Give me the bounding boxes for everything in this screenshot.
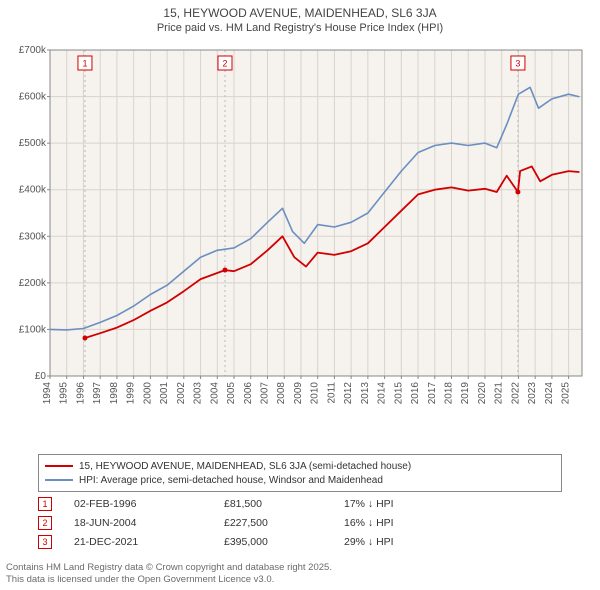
transaction-delta: 16% ↓ HPI xyxy=(344,517,464,529)
svg-text:1995: 1995 xyxy=(59,382,70,405)
svg-text:1996: 1996 xyxy=(75,382,86,405)
legend-row: 15, HEYWOOD AVENUE, MAIDENHEAD, SL6 3JA … xyxy=(45,459,555,473)
legend-swatch xyxy=(45,479,73,481)
transaction-delta: 29% ↓ HPI xyxy=(344,536,464,548)
svg-text:2024: 2024 xyxy=(544,382,555,405)
svg-text:2011: 2011 xyxy=(326,382,337,404)
svg-text:2010: 2010 xyxy=(310,382,321,405)
title-line-1: 15, HEYWOOD AVENUE, MAIDENHEAD, SL6 3JA xyxy=(0,6,600,20)
svg-text:£0: £0 xyxy=(35,371,47,382)
svg-text:2025: 2025 xyxy=(561,382,572,405)
footer-line-2: This data is licensed under the Open Gov… xyxy=(6,574,332,586)
transaction-price: £395,000 xyxy=(224,536,344,548)
svg-text:£400k: £400k xyxy=(19,185,47,196)
svg-text:2000: 2000 xyxy=(142,382,153,405)
transaction-date: 21-DEC-2021 xyxy=(74,536,224,548)
svg-text:2021: 2021 xyxy=(494,382,505,405)
svg-text:£700k: £700k xyxy=(19,45,47,56)
svg-text:£100k: £100k xyxy=(19,324,47,335)
svg-text:2022: 2022 xyxy=(510,382,521,405)
svg-text:2: 2 xyxy=(222,59,227,69)
svg-text:2019: 2019 xyxy=(460,382,471,405)
chart-area: £0 £100k £200k £300k £400k £500k £600k £700k 199… xyxy=(6,44,588,414)
transaction-delta: 17% ↓ HPI xyxy=(344,498,464,510)
svg-text:2016: 2016 xyxy=(410,382,421,405)
svg-text:2008: 2008 xyxy=(276,382,287,405)
svg-text:2004: 2004 xyxy=(209,382,220,405)
svg-text:£500k: £500k xyxy=(19,138,47,149)
transaction-badge: 1 xyxy=(38,497,52,511)
svg-text:2007: 2007 xyxy=(259,382,270,405)
svg-text:2023: 2023 xyxy=(527,382,538,405)
svg-text:£600k: £600k xyxy=(19,92,47,103)
transaction-badge: 3 xyxy=(38,535,52,549)
svg-text:1997: 1997 xyxy=(92,382,103,405)
legend-box: 15, HEYWOOD AVENUE, MAIDENHEAD, SL6 3JA … xyxy=(38,454,562,492)
svg-text:2005: 2005 xyxy=(226,382,237,405)
svg-text:2003: 2003 xyxy=(193,382,204,405)
svg-text:2020: 2020 xyxy=(477,382,488,405)
footer-attribution: Contains HM Land Registry data © Crown c… xyxy=(6,562,332,586)
footer-line-1: Contains HM Land Registry data © Crown c… xyxy=(6,562,332,574)
legend-swatch xyxy=(45,465,73,467)
svg-text:1999: 1999 xyxy=(126,382,137,405)
svg-text:2002: 2002 xyxy=(176,382,187,405)
chart-svg: £0 £100k £200k £300k £400k £500k £600k £700k 199… xyxy=(6,44,588,414)
svg-text:2001: 2001 xyxy=(159,382,170,405)
transaction-badge: 2 xyxy=(38,516,52,530)
svg-text:2013: 2013 xyxy=(360,382,371,405)
svg-text:2017: 2017 xyxy=(427,382,438,405)
svg-text:£300k: £300k xyxy=(19,231,47,242)
transactions-table: 1 02-FEB-1996£81,50017% ↓ HPI 2 18-JUN-2004… xyxy=(38,494,464,551)
transaction-price: £81,500 xyxy=(224,498,344,510)
svg-text:£200k: £200k xyxy=(19,278,47,289)
transaction-row: 3 21-DEC-2021£395,00029% ↓ HPI xyxy=(38,532,464,551)
legend-label: 15, HEYWOOD AVENUE, MAIDENHEAD, SL6 3JA … xyxy=(79,461,411,472)
svg-text:2006: 2006 xyxy=(243,382,254,405)
transaction-date: 18-JUN-2004 xyxy=(74,517,224,529)
transaction-row: 1 02-FEB-1996£81,50017% ↓ HPI xyxy=(38,494,464,513)
svg-text:1998: 1998 xyxy=(109,382,120,405)
svg-text:1994: 1994 xyxy=(42,382,53,405)
svg-text:1: 1 xyxy=(82,59,87,69)
transaction-price: £227,500 xyxy=(224,517,344,529)
svg-text:2009: 2009 xyxy=(293,382,304,405)
legend-row: HPI: Average price, semi-detached house,… xyxy=(45,473,555,487)
svg-text:2018: 2018 xyxy=(444,382,455,405)
svg-text:3: 3 xyxy=(515,59,520,69)
title-line-2: Price paid vs. HM Land Registry's House … xyxy=(0,22,600,34)
svg-text:2015: 2015 xyxy=(393,382,404,405)
page-root: 15, HEYWOOD AVENUE, MAIDENHEAD, SL6 3JA … xyxy=(0,0,600,590)
legend-label: HPI: Average price, semi-detached house,… xyxy=(79,475,383,486)
transaction-date: 02-FEB-1996 xyxy=(74,498,224,510)
title-block: 15, HEYWOOD AVENUE, MAIDENHEAD, SL6 3JA … xyxy=(0,0,600,34)
transaction-row: 2 18-JUN-2004£227,50016% ↓ HPI xyxy=(38,513,464,532)
svg-text:2014: 2014 xyxy=(377,382,388,405)
svg-text:2012: 2012 xyxy=(343,382,354,405)
